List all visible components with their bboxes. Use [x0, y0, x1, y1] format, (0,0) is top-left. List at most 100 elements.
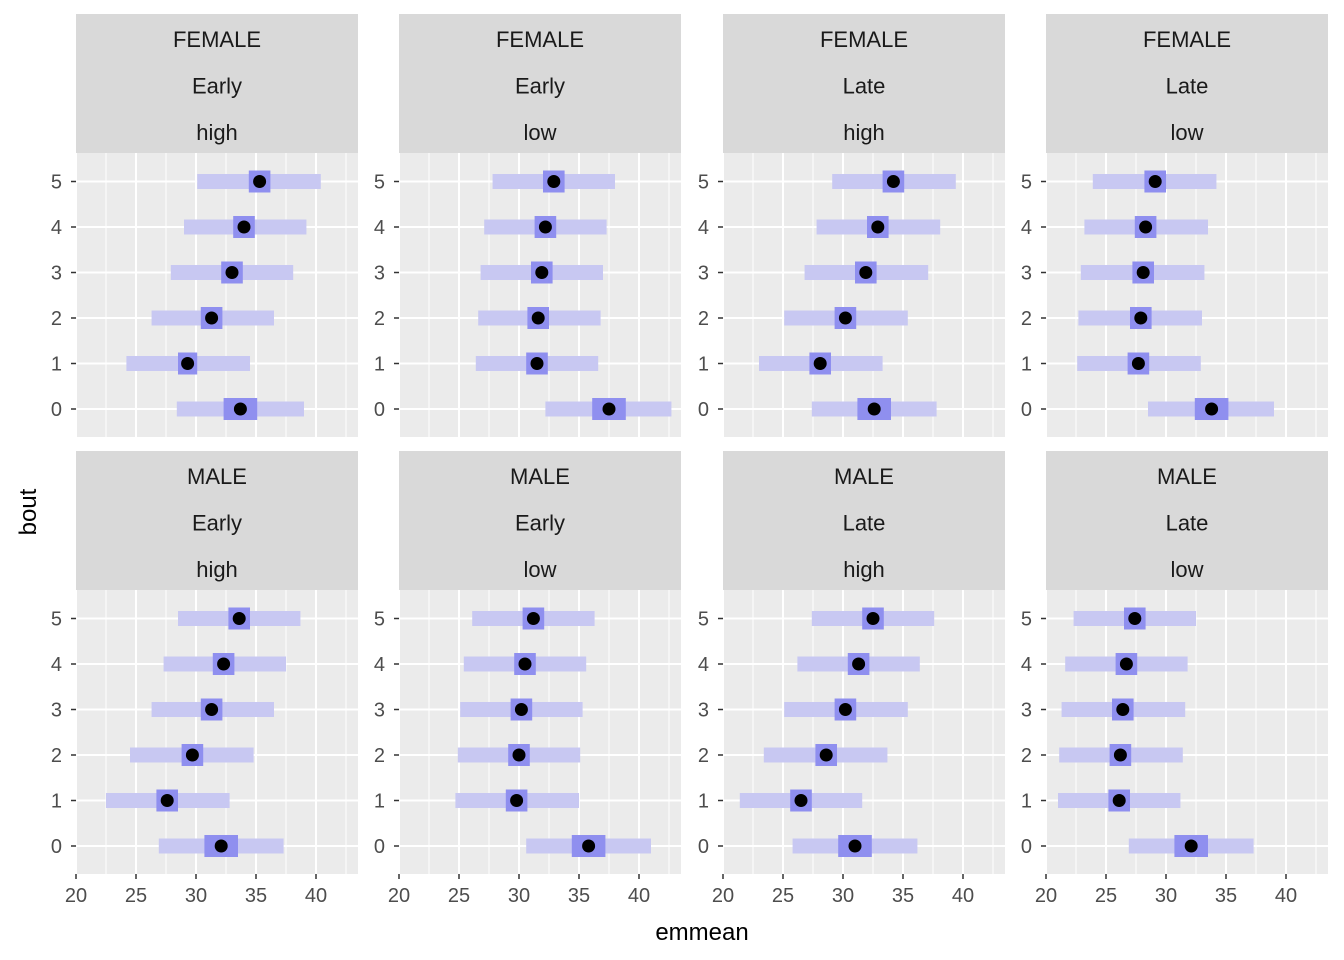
y-tick-label: 4 — [51, 654, 62, 676]
facet-panel-8: MALE Late low 0 1 2 3 4 5 20 25 30 35 40 — [1021, 451, 1328, 907]
emmean-point — [866, 612, 880, 625]
emmean-point — [531, 311, 545, 325]
facet-strip-label: FEMALE — [496, 27, 584, 52]
x-tick-label: 40 — [628, 885, 650, 907]
y-tick-label: 0 — [374, 399, 385, 421]
y-tick-label: 3 — [51, 263, 62, 285]
y-tick-label: 0 — [374, 836, 385, 858]
emmean-point — [582, 839, 596, 853]
y-tick-label: 2 — [51, 308, 62, 330]
facet-strip — [76, 451, 358, 590]
y-tick-label: 5 — [1021, 609, 1032, 631]
y-tick-label: 5 — [698, 172, 709, 194]
emmean-point — [530, 357, 544, 370]
facet-strip-label: MALE — [187, 464, 247, 489]
emmean-point — [1184, 839, 1198, 853]
y-tick-label: 3 — [698, 263, 709, 285]
y-tick-label: 5 — [51, 172, 62, 194]
x-tick-label: 30 — [508, 885, 530, 907]
emmean-point — [602, 402, 616, 416]
x-tick-label: 40 — [952, 885, 974, 907]
y-tick-label: 1 — [51, 791, 62, 813]
emmean-point — [819, 748, 833, 762]
panel-background — [1046, 153, 1328, 437]
y-tick-label: 1 — [51, 354, 62, 376]
emmean-point — [233, 402, 247, 416]
facet-strip-label: high — [196, 557, 238, 582]
y-tick-label: 4 — [1021, 217, 1032, 239]
y-tick-label: 3 — [1021, 263, 1032, 285]
x-tick-label: 35 — [568, 885, 590, 907]
facet-strip-label: low — [523, 557, 556, 582]
facet-strip-label: Late — [843, 74, 886, 99]
y-tick-label: 0 — [698, 836, 709, 858]
y-tick-label: 1 — [698, 791, 709, 813]
panel-background — [76, 153, 358, 437]
facet-strip-label: Early — [515, 74, 565, 99]
emmean-point — [1119, 657, 1133, 671]
x-tick-label: 35 — [245, 885, 267, 907]
y-tick-label: 0 — [698, 399, 709, 421]
facet-strip-label: Early — [515, 511, 565, 536]
facet-strip-label: FEMALE — [173, 27, 261, 52]
y-tick-label: 2 — [374, 308, 385, 330]
y-tick-label: 5 — [374, 172, 385, 194]
facet-strip-label: FEMALE — [1143, 27, 1231, 52]
y-tick-label: 5 — [1021, 172, 1032, 194]
x-tick-label: 25 — [772, 885, 794, 907]
y-tick-label: 2 — [698, 308, 709, 330]
emmean-point — [225, 266, 239, 279]
emmean-point — [1131, 357, 1145, 370]
emmean-point — [867, 402, 881, 416]
y-tick-label: 1 — [374, 791, 385, 813]
y-tick-label: 2 — [1021, 745, 1032, 767]
emmean-point — [232, 612, 246, 625]
x-tick-label: 40 — [305, 885, 327, 907]
y-tick-label: 5 — [698, 609, 709, 631]
facet-strip-label: MALE — [510, 464, 570, 489]
y-tick-label: 0 — [1021, 399, 1032, 421]
facet-strip-label: Late — [1166, 74, 1209, 99]
emmean-point — [1205, 402, 1219, 416]
facet-panel-1: FEMALE Early high 0 1 2 3 4 5 — [51, 14, 358, 437]
y-tick-label: 5 — [51, 609, 62, 631]
facet-strip-label: high — [843, 557, 885, 582]
y-tick-label: 1 — [374, 354, 385, 376]
emmean-point — [886, 175, 900, 188]
emmean-point — [838, 311, 852, 325]
y-tick-label: 2 — [374, 745, 385, 767]
emmean-point — [538, 220, 552, 234]
emmean-point — [526, 612, 540, 625]
x-tick-label: 35 — [1215, 885, 1237, 907]
panel-background — [399, 153, 681, 437]
facet-strip-label: MALE — [834, 464, 894, 489]
y-tick-label: 3 — [51, 700, 62, 722]
x-tick-label: 30 — [832, 885, 854, 907]
facet-strip-label: Early — [192, 511, 242, 536]
emmean-point — [535, 266, 549, 279]
facet-strip-label: Late — [1166, 511, 1209, 536]
x-tick-label: 40 — [1275, 885, 1297, 907]
emmean-point — [852, 657, 866, 671]
emmean-point — [547, 175, 561, 188]
panel-background — [76, 590, 358, 874]
x-tick-label: 20 — [1035, 885, 1057, 907]
y-tick-label: 3 — [374, 263, 385, 285]
facet-panel-7: MALE Late high 0 1 2 3 4 5 20 25 30 35 40 — [698, 451, 1005, 907]
facet-strip-label: MALE — [1157, 464, 1217, 489]
x-tick-label: 20 — [712, 885, 734, 907]
y-tick-label: 0 — [1021, 836, 1032, 858]
x-axis-title: emmean — [655, 919, 748, 946]
x-tick-label: 30 — [1155, 885, 1177, 907]
emmean-point — [1148, 175, 1162, 188]
facet-panel-3: FEMALE Late high 0 1 2 3 4 5 — [698, 14, 1005, 437]
x-tick-label: 25 — [448, 885, 470, 907]
facet-panel-2: FEMALE Early low 0 1 2 3 4 5 — [374, 14, 681, 437]
panel-background — [723, 590, 1005, 874]
emmean-point — [181, 357, 195, 370]
x-tick-label: 35 — [892, 885, 914, 907]
x-tick-label: 25 — [125, 885, 147, 907]
y-tick-label: 4 — [698, 217, 709, 239]
emmean-point — [217, 657, 231, 671]
emmean-point — [813, 357, 827, 370]
